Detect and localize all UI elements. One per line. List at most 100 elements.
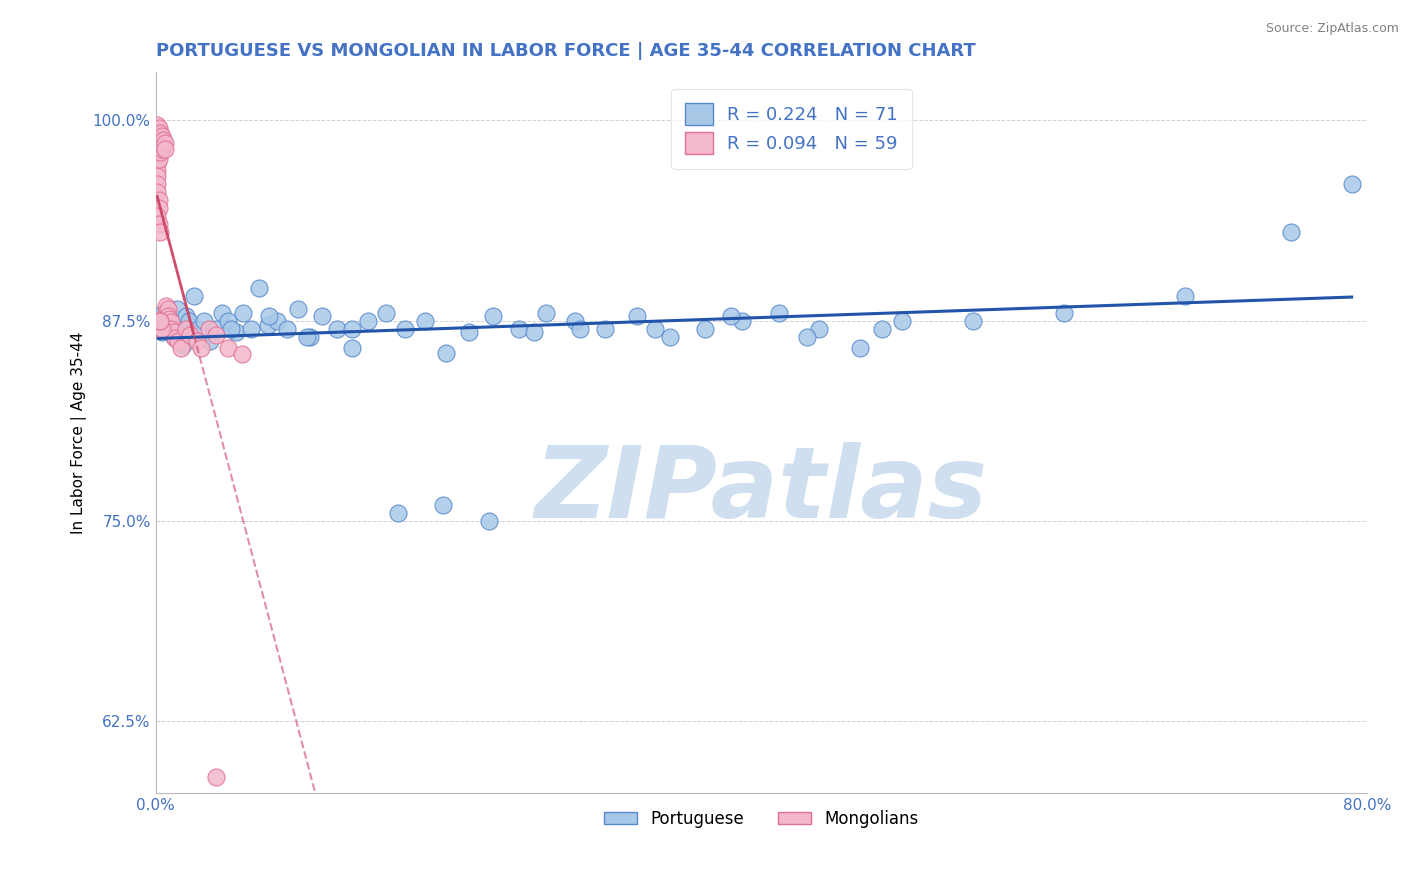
Point xyxy=(198,334,221,349)
Point xyxy=(225,325,247,339)
Point xyxy=(146,321,169,335)
Point xyxy=(148,128,170,142)
Point xyxy=(153,142,176,156)
Point xyxy=(167,334,190,349)
Point xyxy=(342,321,364,335)
Point xyxy=(163,329,186,343)
Point xyxy=(170,341,193,355)
Point xyxy=(295,329,318,343)
Point xyxy=(730,313,752,327)
Point xyxy=(148,202,170,216)
Point xyxy=(146,169,169,184)
Point xyxy=(807,321,830,335)
Point xyxy=(156,309,179,323)
Point xyxy=(149,319,172,334)
Point xyxy=(155,299,177,313)
Point xyxy=(568,321,591,335)
Point xyxy=(626,309,648,323)
Point xyxy=(146,129,169,144)
Point xyxy=(1053,305,1076,319)
Point xyxy=(232,305,254,319)
Point xyxy=(169,321,191,335)
Point xyxy=(434,345,457,359)
Point xyxy=(342,341,364,355)
Point xyxy=(299,329,322,343)
Point xyxy=(205,321,228,335)
Point xyxy=(356,313,378,327)
Point xyxy=(848,341,870,355)
Point xyxy=(482,309,505,323)
Point xyxy=(150,321,173,335)
Point xyxy=(149,313,172,327)
Point xyxy=(205,327,228,342)
Point xyxy=(891,313,914,327)
Point xyxy=(150,142,173,156)
Point xyxy=(148,133,170,147)
Point xyxy=(326,321,349,335)
Point xyxy=(432,498,454,512)
Point xyxy=(150,136,173,150)
Point xyxy=(183,289,205,303)
Point xyxy=(157,310,180,325)
Point xyxy=(413,313,436,327)
Point xyxy=(148,313,170,327)
Point xyxy=(174,309,197,323)
Point xyxy=(159,317,181,331)
Point xyxy=(156,302,179,317)
Point xyxy=(872,321,894,335)
Point xyxy=(146,156,169,170)
Point xyxy=(193,313,215,327)
Point xyxy=(155,305,177,319)
Point xyxy=(595,321,617,335)
Point xyxy=(149,145,172,160)
Point xyxy=(148,312,170,326)
Point xyxy=(148,218,170,232)
Point xyxy=(156,323,179,337)
Point xyxy=(148,121,170,136)
Point xyxy=(146,150,169,164)
Point xyxy=(148,145,170,160)
Point xyxy=(311,309,333,323)
Point xyxy=(962,313,984,327)
Point xyxy=(478,514,501,528)
Point xyxy=(217,313,239,327)
Point xyxy=(150,325,173,339)
Point xyxy=(231,347,253,361)
Point xyxy=(179,327,201,342)
Point xyxy=(146,186,169,200)
Point xyxy=(257,309,280,323)
Point xyxy=(387,506,409,520)
Point xyxy=(197,321,219,335)
Point xyxy=(150,129,173,144)
Point xyxy=(146,125,169,139)
Point xyxy=(146,210,169,224)
Point xyxy=(166,302,188,317)
Point xyxy=(217,341,239,355)
Point xyxy=(174,321,197,335)
Point xyxy=(148,152,170,166)
Point xyxy=(1340,178,1362,192)
Point xyxy=(768,305,790,319)
Point xyxy=(644,321,666,335)
Point xyxy=(190,341,212,355)
Point xyxy=(1279,226,1302,240)
Point xyxy=(149,321,172,335)
Point xyxy=(148,194,170,208)
Point xyxy=(146,178,169,192)
Point xyxy=(536,305,558,319)
Point xyxy=(163,325,186,339)
Point xyxy=(148,139,170,153)
Point xyxy=(374,305,396,319)
Point xyxy=(159,321,181,335)
Text: PORTUGUESE VS MONGOLIAN IN LABOR FORCE | AGE 35-44 CORRELATION CHART: PORTUGUESE VS MONGOLIAN IN LABOR FORCE |… xyxy=(156,42,976,60)
Point xyxy=(146,136,169,150)
Point xyxy=(148,321,170,335)
Text: ZIPatlas: ZIPatlas xyxy=(534,442,988,539)
Point xyxy=(659,329,682,343)
Point xyxy=(149,226,172,240)
Point xyxy=(256,318,278,333)
Point xyxy=(172,337,194,351)
Point xyxy=(149,133,172,147)
Point xyxy=(276,321,298,335)
Point xyxy=(153,136,176,150)
